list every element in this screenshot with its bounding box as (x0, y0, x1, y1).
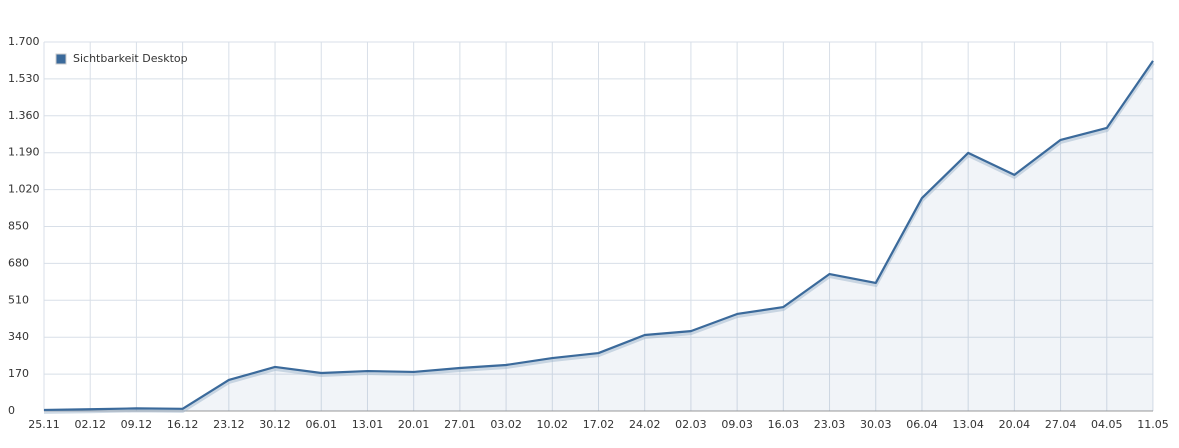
x-tick-label: 06.01 (306, 418, 338, 431)
y-tick-label: 850 (8, 220, 29, 233)
x-tick-label: 04.05 (1091, 418, 1123, 431)
x-tick-label: 20.01 (398, 418, 430, 431)
x-tick-label: 30.03 (860, 418, 892, 431)
legend-swatch (55, 53, 67, 65)
x-tick-label: 20.04 (999, 418, 1031, 431)
x-tick-label: 25.11 (28, 418, 60, 431)
y-tick-label: 0 (8, 404, 15, 417)
x-tick-label: 02.03 (675, 418, 707, 431)
area (44, 60, 1153, 411)
y-tick-label: 510 (8, 293, 29, 306)
x-tick-label: 09.03 (721, 418, 753, 431)
x-tick-label: 11.05 (1137, 418, 1169, 431)
x-tick-label: 02.12 (74, 418, 106, 431)
x-tick-label: 13.04 (952, 418, 984, 431)
x-tick-label: 23.12 (213, 418, 245, 431)
x-tick-label: 16.03 (768, 418, 800, 431)
y-tick-label: 1.020 (8, 183, 40, 196)
y-tick-label: 680 (8, 256, 29, 269)
y-tick-label: 170 (8, 367, 29, 380)
y-tick-label: 1.530 (8, 72, 40, 85)
x-tick-label: 13.01 (352, 418, 384, 431)
legend-label: Sichtbarkeit Desktop (73, 52, 188, 65)
x-tick-label: 23.03 (814, 418, 846, 431)
line (43, 60, 1154, 412)
x-tick-label: 17.02 (583, 418, 615, 431)
x-tick-label: 09.12 (121, 418, 153, 431)
x-tick-label: 10.02 (537, 418, 569, 431)
x-tick-label: 03.02 (490, 418, 522, 431)
y-tick-label: 340 (8, 330, 29, 343)
y-tick-label: 1.700 (8, 35, 40, 48)
y-tick-label: 1.190 (8, 146, 40, 159)
x-tick-label: 27.04 (1045, 418, 1077, 431)
x-tick-label: 24.02 (629, 418, 661, 431)
x-tick-label: 06.04 (906, 418, 938, 431)
x-tick-label: 30.12 (259, 418, 291, 431)
line-shadow (43, 61, 1155, 414)
x-tick-label: 16.12 (167, 418, 199, 431)
x-tick-label: 27.01 (444, 418, 476, 431)
y-tick-label: 1.360 (8, 109, 40, 122)
